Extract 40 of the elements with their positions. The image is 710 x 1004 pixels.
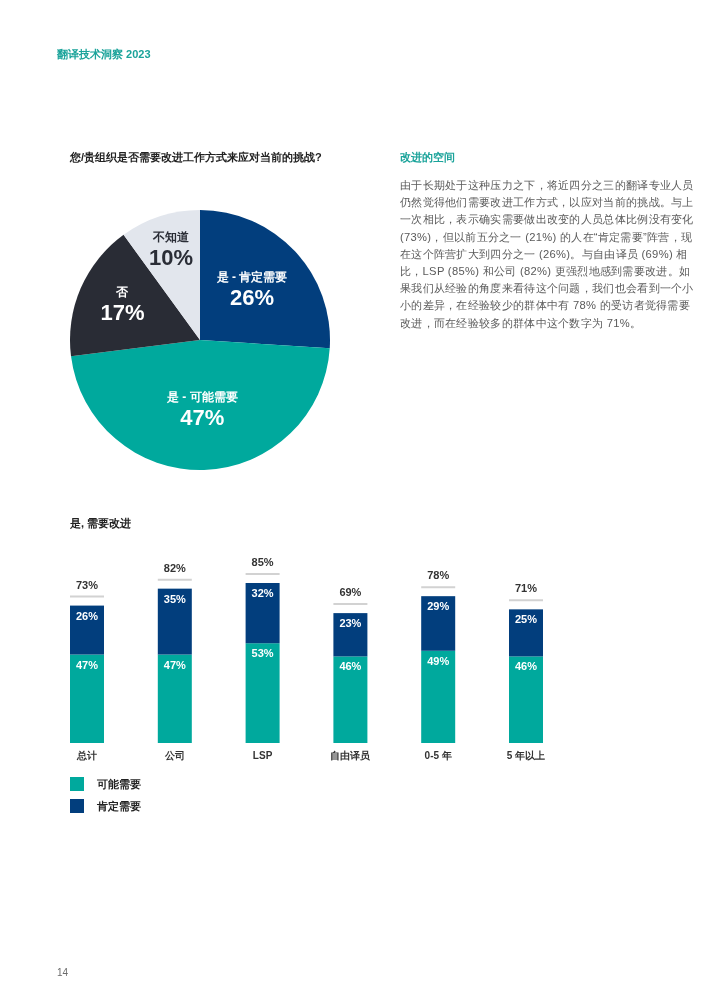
value-label: 35%: [163, 592, 186, 605]
slice-value: 47%: [180, 405, 225, 431]
category-label: 公司: [164, 750, 185, 761]
slice-value: 10%: [149, 245, 194, 270]
category-label: 总计: [77, 750, 97, 761]
category-label: 自由译员: [330, 750, 371, 761]
category-label: 0-5 年: [424, 750, 452, 761]
value-label: 23%: [339, 617, 362, 630]
title: 改进的空间: [400, 150, 456, 165]
value-label: 46%: [515, 660, 537, 673]
value-label: 29%: [427, 600, 450, 613]
category-label: 5 年以上: [506, 750, 546, 761]
slice-category: 否: [116, 285, 129, 300]
category-label: LSP: [252, 750, 273, 761]
legend-label: 可能需要: [97, 778, 141, 790]
total-label: 78%: [427, 569, 450, 582]
value-label: 53%: [251, 647, 274, 660]
value-label: 47%: [76, 658, 98, 671]
value-label: 25%: [515, 613, 537, 626]
slice-category: 是 - 肯定需要: [216, 270, 288, 285]
annotation: 由于长期处于这种压力之下，将近四分之三的翻译专业人员仍然觉得他们需要改进工作方式，以应对当前的挑战。与上一次相比，表示确实需要做出改变的人员总体比例没有变化 (73%)，但以前五分之一 (21%) 的人在“肯定需要”阵营，现在这个阵营扩大到四分之一 (26%)。与自由译员 (69%) 相比，LSP (85%) 和公司 (82%) 更强烈地感到需要改进。如果我们从经验的角度来看待这个问题，我们也会看到一个小小的差异，在经验较少的群体中有 78% 的受访者觉得需要改进，而在经验较多的群体中这个数字为 71%。: [400, 178, 695, 331]
slice-value: 17%: [100, 300, 145, 326]
value-label: 49%: [427, 654, 450, 667]
slice-category: 不知道: [153, 230, 190, 244]
value-label: 46%: [339, 660, 362, 673]
value-label: 32%: [251, 587, 274, 599]
slice-category: 是 - 可能需要: [166, 390, 238, 405]
annotation: 14: [57, 967, 69, 978]
total-label: 69%: [339, 586, 362, 599]
total-label: 82%: [163, 561, 186, 574]
total-label: 85%: [251, 556, 274, 568]
slice-value: 26%: [230, 285, 275, 311]
annotation: 翻译技术洞察 2023: [57, 48, 151, 60]
value-label: 26%: [76, 609, 98, 622]
legend-label: 肯定需要: [97, 800, 141, 812]
title: 您/贵组织是否需要改进工作方式来应对当前的挑战?: [70, 151, 322, 163]
total-label: 71%: [515, 582, 537, 595]
total-label: 73%: [76, 578, 98, 591]
title: 是, 需要改进: [70, 517, 132, 529]
value-label: 47%: [163, 658, 186, 671]
